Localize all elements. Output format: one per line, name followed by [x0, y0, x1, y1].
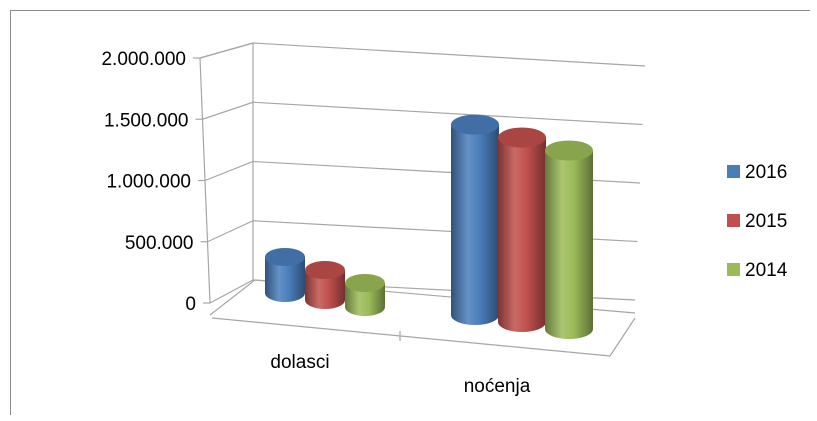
cylinder-body [345, 283, 385, 316]
bar-noćenja-2015 [498, 127, 546, 332]
category-label: dolasci [270, 352, 329, 373]
legend: 2016 2015 2014 [727, 162, 788, 281]
cylinder-top [345, 274, 385, 292]
chart-walls [199, 42, 254, 304]
floor-front-edge [211, 317, 611, 357]
cylinder-body [451, 124, 499, 325]
cylinder-body [265, 257, 305, 302]
cylinder-top [545, 140, 593, 161]
legend-label: 2015 [745, 211, 787, 232]
cylinder-top [451, 114, 499, 135]
legend-item-2014: 2014 [727, 260, 788, 281]
legend-item-2016: 2016 [727, 162, 787, 183]
bar-noćenja-2014 [545, 140, 593, 339]
cylinder-top [498, 127, 546, 148]
cylinder-top [305, 261, 345, 279]
legend-swatch [727, 165, 740, 178]
bar-dolasci-2014 [345, 274, 385, 316]
bar-dolasci-2016 [265, 248, 305, 302]
y-tick-label: 0 [185, 294, 196, 315]
legend-swatch [727, 214, 740, 227]
gridline [202, 101, 643, 126]
y-tick-label: 1.500.000 [104, 110, 189, 131]
cylinder-top [265, 248, 305, 266]
legend-item-2015: 2015 [727, 211, 787, 232]
y-tick-label: 2.000.000 [101, 49, 186, 70]
legend-label: 2016 [745, 162, 787, 183]
bar-dolasci-2015 [305, 261, 345, 309]
y-tick-label: 500.000 [125, 233, 194, 254]
y-tick-label: 1.000.000 [106, 172, 191, 193]
gridline [199, 42, 646, 67]
category-labels: dolasci noćenja [270, 352, 530, 397]
bars [265, 114, 593, 339]
cylinder-body [545, 150, 593, 339]
chart-frame [10, 10, 810, 415]
legend-label: 2014 [745, 260, 788, 281]
cylinder-body [305, 270, 345, 309]
category-label: noćenja [464, 376, 531, 397]
legend-swatch [727, 263, 740, 276]
y-tick-labels: 0 500.000 1.000.000 1.500.000 2.000.000 [101, 49, 210, 315]
left-wall [199, 42, 254, 304]
floor-right-edge [609, 317, 636, 357]
cylinder-body [498, 137, 546, 332]
bar-noćenja-2016 [451, 114, 499, 325]
